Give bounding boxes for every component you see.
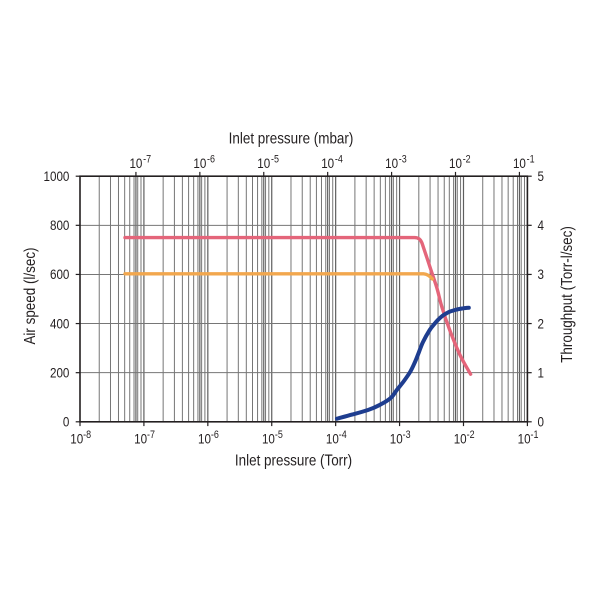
svg-text:10: 10: [70, 430, 83, 446]
svg-text:10: 10: [198, 430, 211, 446]
svg-text:10: 10: [321, 155, 334, 171]
svg-text:-1: -1: [531, 429, 539, 441]
svg-text:600: 600: [50, 266, 69, 282]
svg-text:10: 10: [193, 155, 206, 171]
svg-text:10: 10: [262, 430, 275, 446]
svg-text:-4: -4: [335, 154, 343, 166]
svg-text:Inlet pressure (Torr): Inlet pressure (Torr): [235, 453, 352, 470]
svg-text:Inlet pressure (mbar): Inlet pressure (mbar): [229, 130, 354, 147]
svg-text:-7: -7: [147, 429, 155, 441]
svg-text:200: 200: [50, 364, 69, 380]
svg-text:Throughput (Torr-l/sec): Throughput (Torr-l/sec): [559, 226, 576, 363]
svg-text:Air speed (l/sec): Air speed (l/sec): [22, 247, 39, 344]
svg-text:10: 10: [390, 430, 403, 446]
svg-text:-5: -5: [275, 429, 283, 441]
svg-text:5: 5: [538, 168, 544, 184]
svg-text:10: 10: [326, 430, 339, 446]
svg-text:-8: -8: [83, 429, 91, 441]
svg-text:-5: -5: [271, 154, 279, 166]
svg-text:0: 0: [63, 413, 69, 429]
svg-text:2: 2: [538, 315, 544, 331]
svg-text:-6: -6: [211, 429, 219, 441]
svg-text:10: 10: [449, 155, 462, 171]
svg-text:-6: -6: [207, 154, 215, 166]
svg-text:10: 10: [454, 430, 467, 446]
svg-text:-7: -7: [143, 154, 151, 166]
svg-text:1000: 1000: [44, 168, 70, 184]
svg-text:3: 3: [538, 266, 544, 282]
svg-text:10: 10: [134, 430, 147, 446]
svg-text:10: 10: [385, 155, 398, 171]
svg-text:800: 800: [50, 217, 69, 233]
svg-text:0: 0: [538, 413, 544, 429]
svg-text:-1: -1: [527, 154, 535, 166]
svg-text:4: 4: [538, 217, 544, 233]
svg-text:-3: -3: [403, 429, 411, 441]
svg-text:10: 10: [513, 155, 526, 171]
svg-text:400: 400: [50, 315, 69, 331]
svg-text:10: 10: [257, 155, 270, 171]
svg-text:1: 1: [538, 364, 544, 380]
svg-text:-3: -3: [399, 154, 407, 166]
svg-text:10: 10: [518, 430, 531, 446]
svg-text:-2: -2: [467, 429, 475, 441]
svg-text:-2: -2: [463, 154, 471, 166]
svg-text:-4: -4: [339, 429, 347, 441]
svg-text:10: 10: [129, 155, 142, 171]
